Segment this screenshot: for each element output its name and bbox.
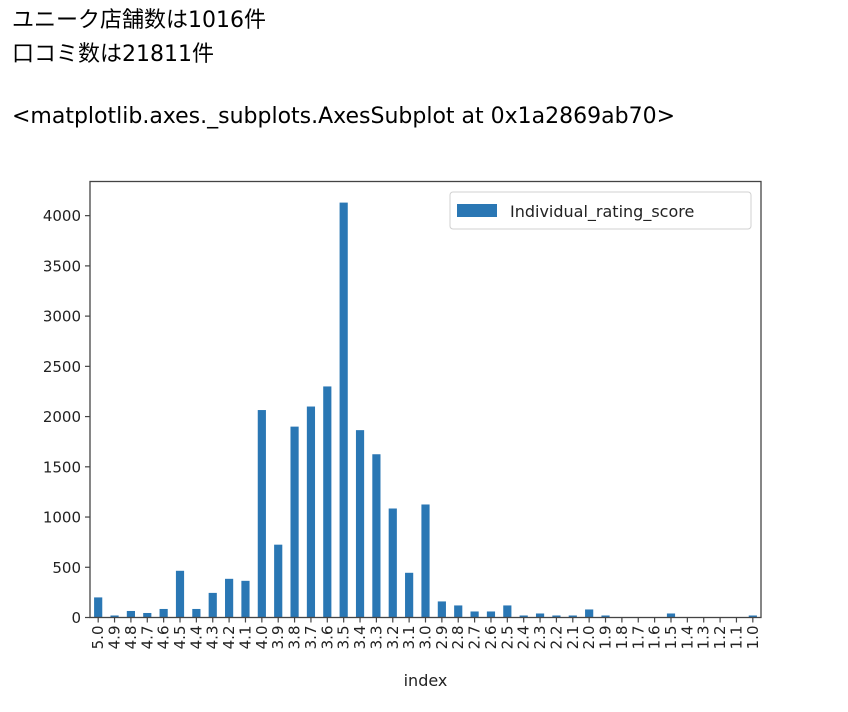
y-tick-label: 2000 [43, 408, 81, 426]
x-tick-label: 1.4 [678, 626, 696, 650]
x-tick-label: 3.4 [351, 626, 369, 650]
x-tick-label: 1.7 [629, 626, 647, 650]
x-tick-label: 4.5 [171, 626, 189, 650]
x-axis: 5.04.94.84.74.64.54.44.34.24.14.03.93.83… [89, 617, 762, 650]
bar [143, 612, 152, 618]
x-tick-label: 1.3 [695, 626, 713, 650]
x-tick-label: 4.9 [106, 626, 124, 650]
x-tick-label: 2.3 [531, 626, 549, 650]
x-tick-label: 2.2 [547, 626, 565, 650]
bar [355, 430, 365, 618]
bar [290, 426, 299, 618]
bar [388, 508, 397, 618]
legend-label: Individual_rating_score [510, 202, 694, 222]
y-tick-label: 4000 [43, 207, 81, 225]
x-tick-label: 2.7 [466, 626, 484, 650]
x-tick-label: 3.9 [269, 626, 287, 650]
x-tick-label: 4.7 [138, 626, 156, 650]
bar [241, 580, 250, 618]
x-tick-label: 3.8 [286, 626, 304, 650]
x-tick-label: 2.8 [449, 626, 467, 650]
y-tick-label: 500 [52, 559, 81, 577]
x-tick-label: 2.0 [580, 626, 598, 650]
bar [666, 613, 676, 618]
bar [470, 611, 479, 618]
plot-frame [89, 180, 762, 619]
bar [175, 570, 185, 618]
y-axis: 0 500 1000 1500 2000 2500 3000 3500 4000 [43, 207, 90, 627]
x-tick-label: 1.6 [646, 626, 664, 650]
bar [225, 578, 234, 618]
bar [192, 608, 201, 618]
y-tick-label: 1500 [43, 458, 81, 476]
x-tick-label: 4.4 [187, 626, 205, 650]
y-tick-label: 2500 [43, 358, 81, 376]
x-tick-label: 1.1 [727, 626, 745, 650]
bar [339, 202, 348, 618]
x-axis-label: index [404, 671, 448, 690]
bar [519, 615, 528, 618]
x-tick-label: 3.7 [302, 626, 320, 650]
x-tick-label: 4.0 [253, 626, 271, 650]
x-tick-label: 5.0 [89, 626, 107, 650]
bar [323, 386, 332, 618]
x-tick-label: 4.8 [122, 626, 140, 650]
bar [208, 592, 217, 618]
x-tick-label: 2.9 [433, 626, 451, 650]
bar [535, 613, 545, 618]
x-tick-label: 3.0 [417, 626, 435, 650]
x-tick-label: 1.5 [662, 626, 680, 650]
bar [585, 609, 594, 618]
bar [159, 608, 168, 618]
output-review-count: 口コミ数は21811件 [12, 42, 214, 67]
y-tick-label: 0 [71, 609, 81, 627]
bar-series [94, 202, 757, 618]
x-tick-label: 2.1 [564, 626, 582, 650]
bar [126, 610, 135, 618]
bar [437, 601, 446, 618]
bar [568, 615, 577, 618]
x-tick-label: 4.3 [204, 626, 222, 650]
bar [454, 605, 463, 618]
x-tick-label: 4.1 [236, 626, 254, 650]
y-tick-label: 3500 [43, 257, 81, 275]
output-unique-store-count: ユニーク店舗数は1016件 [12, 8, 266, 33]
x-tick-label: 1.9 [597, 626, 615, 650]
x-tick-label: 1.2 [711, 626, 729, 650]
bar [110, 615, 119, 618]
x-tick-label: 2.5 [498, 626, 516, 650]
x-tick-label: 3.3 [367, 626, 385, 650]
y-tick-label: 1000 [43, 509, 81, 527]
legend: Individual_rating_score [449, 191, 752, 230]
bar [748, 615, 757, 618]
x-tick-label: 3.6 [318, 626, 336, 650]
bar [372, 454, 381, 618]
bar [306, 406, 316, 618]
bar [552, 615, 561, 618]
bar [405, 572, 414, 618]
x-tick-label: 3.5 [335, 626, 353, 650]
x-tick-label: 3.2 [384, 626, 402, 650]
x-tick-label: 3.1 [400, 626, 418, 650]
y-tick-label: 3000 [43, 308, 81, 326]
x-tick-label: 2.6 [482, 626, 500, 650]
x-tick-label: 2.4 [515, 626, 533, 650]
legend-swatch-icon [457, 204, 497, 217]
x-tick-label: 4.6 [155, 626, 173, 650]
output-axes-repr: <matplotlib.axes._subplots.AxesSubplot a… [12, 104, 675, 129]
bar [274, 544, 283, 618]
bar [601, 615, 610, 618]
legend-box [449, 191, 752, 230]
x-tick-label: 4.2 [220, 626, 238, 650]
bar [421, 504, 430, 618]
x-tick-label: 1.8 [613, 626, 631, 650]
bar [486, 611, 496, 618]
x-tick-label: 1.0 [744, 626, 762, 650]
bar [503, 605, 512, 618]
bar [94, 597, 103, 618]
bar [257, 410, 266, 618]
